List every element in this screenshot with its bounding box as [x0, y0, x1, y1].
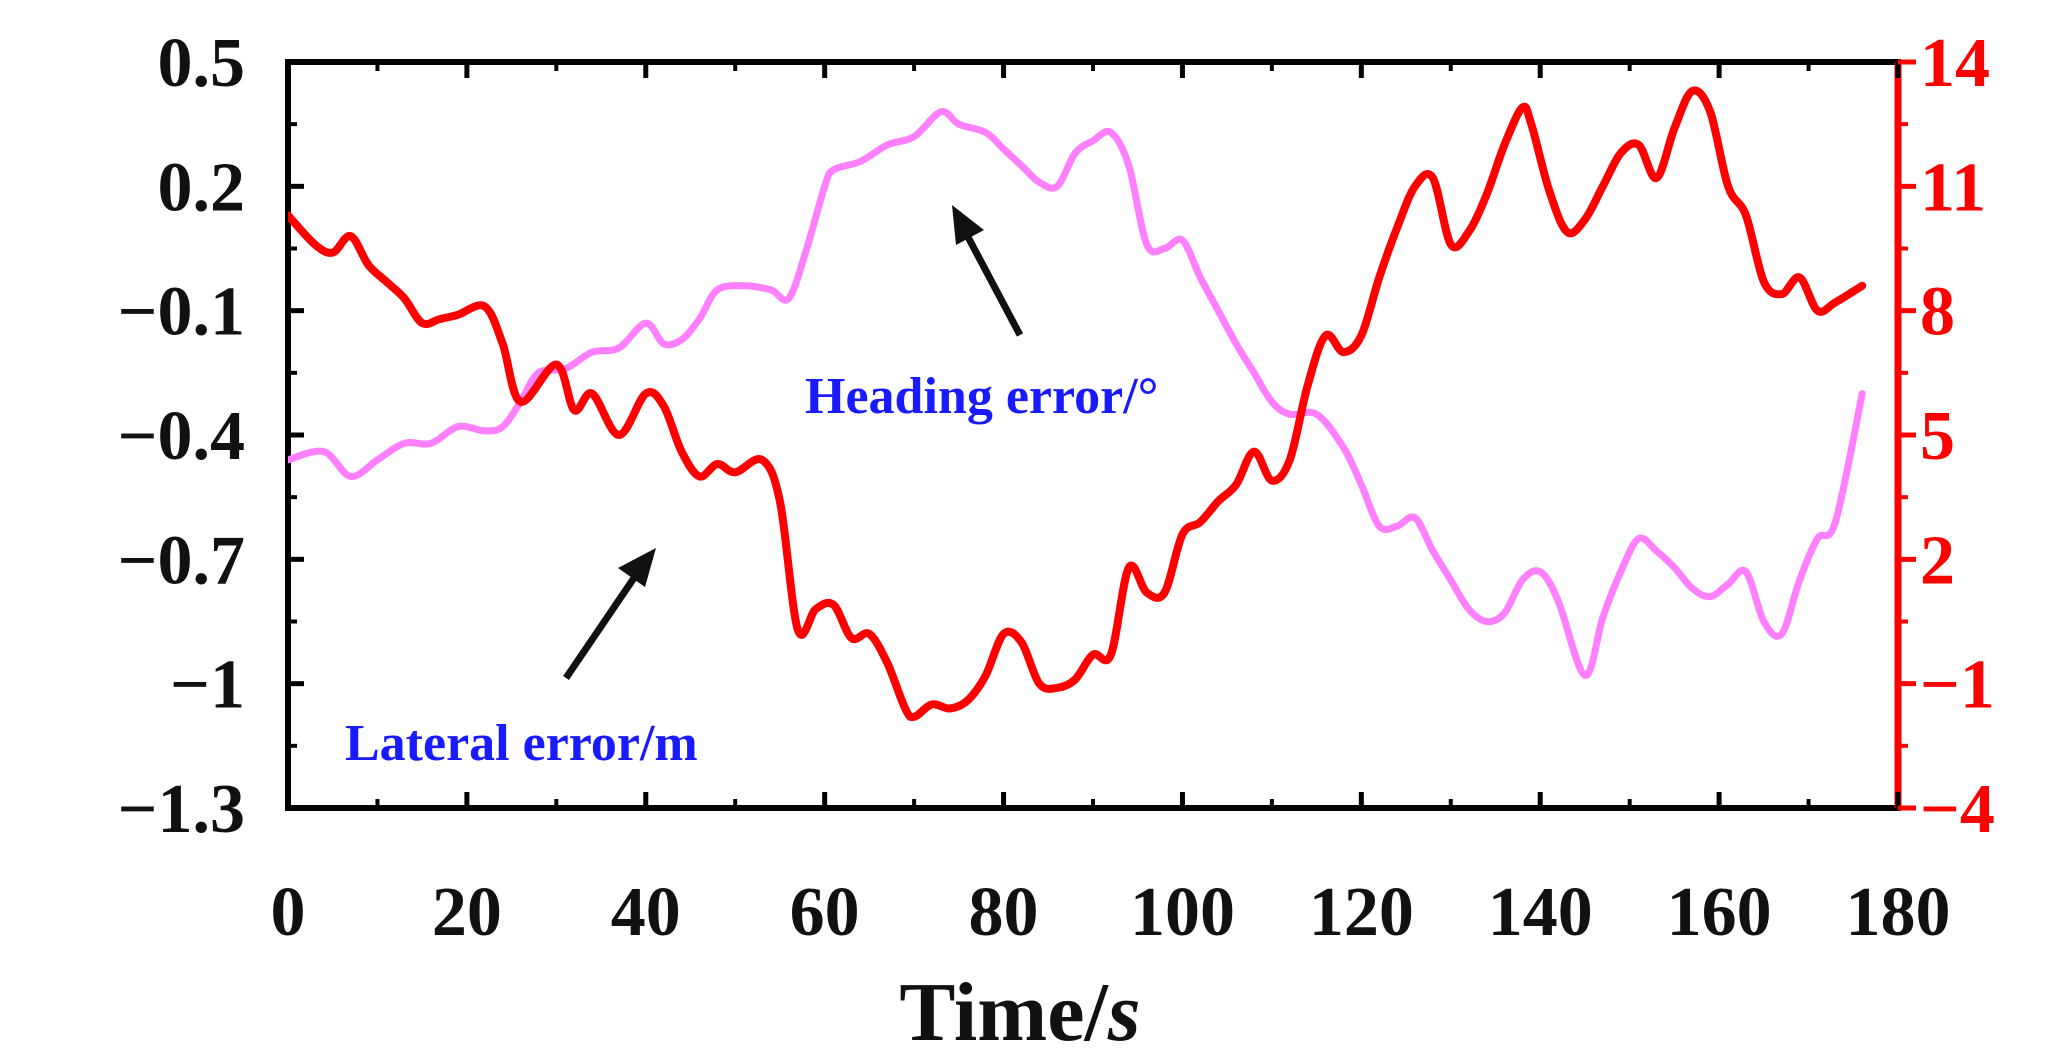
y-right-tick-label: 14	[1920, 25, 1990, 102]
heading-arrow	[952, 205, 1024, 337]
x-tick-label: 140	[1488, 874, 1593, 951]
x-tick-label: 80	[969, 874, 1039, 951]
ticks-layer: 0 20 40 60 80 100 120 140 160 180 0.5 0.2 −0.1 −0.4 −0…	[118, 25, 1995, 951]
y-right-tick-label: −1	[1920, 647, 1995, 724]
y-right-tick-label: 11	[1920, 149, 1986, 226]
x-tick-label: 180	[1846, 874, 1951, 951]
x-axis-label-main: Time/	[899, 966, 1109, 1059]
y-left-tick-label: −0.7	[118, 522, 245, 599]
series-line-right-axis	[288, 86, 1867, 722]
y-left-tick-label: 0.2	[158, 149, 246, 226]
x-tick-label: 100	[1130, 874, 1235, 951]
x-axis-label-unit: s	[1107, 966, 1141, 1059]
x-tick-label: 20	[432, 874, 502, 951]
y-left-tick-label: −0.4	[118, 398, 245, 475]
x-axis-label: Time/s	[899, 966, 1140, 1059]
lateral-arrow	[563, 548, 656, 680]
y-left-tick-label: −1.3	[118, 771, 245, 848]
x-tick-label: 120	[1309, 874, 1414, 951]
y-left-tick-label: 0.5	[158, 25, 246, 102]
series-layer	[288, 86, 1867, 722]
x-tick-label: 60	[790, 874, 860, 951]
lateral-error-annotation: Lateral error/m	[345, 715, 698, 772]
x-tick-label: 0	[271, 874, 306, 951]
x-tick-label: 160	[1667, 874, 1772, 951]
heading-error-annotation: Heading error/°	[805, 368, 1158, 425]
y-right-tick-label: 5	[1920, 398, 1955, 475]
y-left-tick-label: −0.1	[118, 274, 245, 351]
y-right-tick-label: 8	[1920, 274, 1955, 351]
x-tick-label: 40	[611, 874, 681, 951]
y-right-tick-label: 2	[1920, 522, 1955, 599]
y-right-tick-label: −4	[1920, 771, 1995, 848]
y-left-tick-label: −1	[170, 647, 245, 724]
series-line-left-axis	[288, 108, 1866, 679]
